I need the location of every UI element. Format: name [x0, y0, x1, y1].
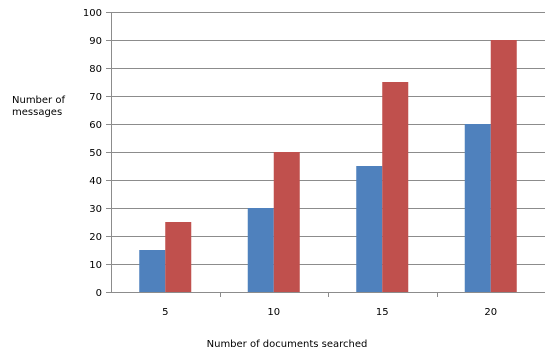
y-tick-label: 100 [83, 8, 102, 19]
y-ticks: 0 10 20 30 40 50 60 70 80 90 100 [83, 8, 111, 299]
x-tick-label: 10 [267, 307, 280, 318]
x-tick-label: 20 [484, 307, 497, 318]
bar-series-2-20 [490, 40, 517, 292]
y-tick-label: 90 [89, 36, 102, 47]
y-tick-label: 50 [89, 148, 102, 159]
x-ticks: 5 10 15 20 [162, 292, 497, 318]
y-tick-label: 80 [89, 64, 102, 75]
y-tick-label: 40 [89, 176, 102, 187]
bar-series-1-20 [464, 124, 491, 292]
x-axis-title: Number of documents searched [207, 339, 368, 350]
bar-series-2-10 [273, 152, 300, 292]
bar-series-2-15 [382, 82, 409, 292]
y-tick-label: 70 [89, 92, 102, 103]
y-tick-label: 30 [89, 204, 102, 215]
y-tick-label: 0 [96, 288, 102, 299]
y-axis-title-line-2: messages [12, 107, 62, 118]
bar-series-1-5 [139, 250, 166, 292]
y-tick-label: 10 [89, 260, 102, 271]
bar-series-2-5 [165, 222, 192, 292]
y-tick-label: 20 [89, 232, 102, 243]
y-axis-title-line-1: Number of [12, 95, 65, 106]
bar-series-1-10 [247, 208, 274, 292]
x-tick-label: 15 [376, 307, 389, 318]
bars [139, 40, 517, 292]
y-tick-label: 60 [89, 120, 102, 131]
bar-series-1-15 [356, 166, 383, 292]
x-tick-label: 5 [162, 307, 168, 318]
